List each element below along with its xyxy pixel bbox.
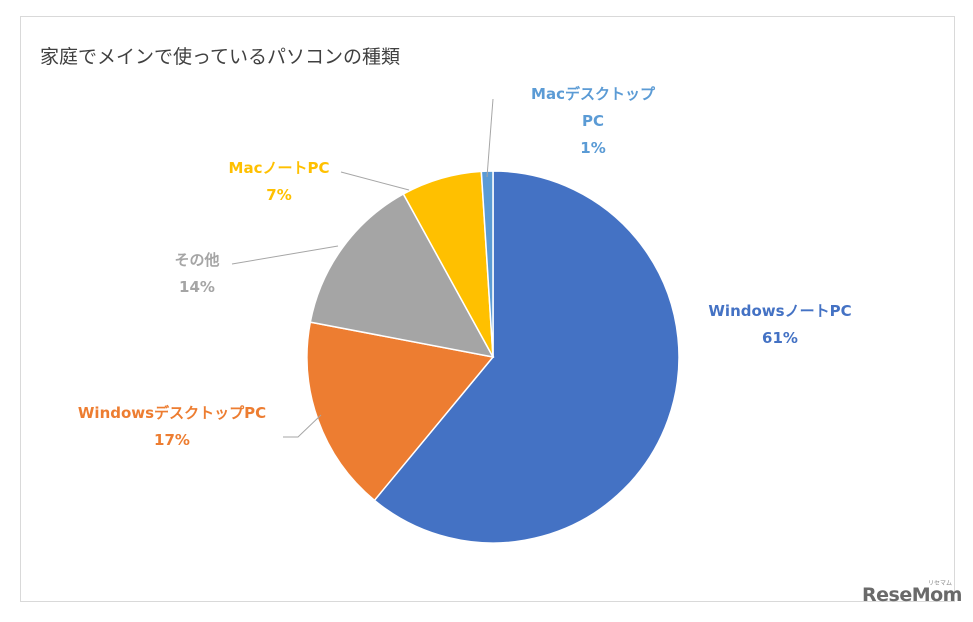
data-label-value: 61% [762,329,798,347]
leader-line [486,98,494,178]
logo-text: ReseMom [862,584,962,606]
logo-subtext: リセマム [928,580,953,587]
data-label-value: 1% [580,139,605,157]
data-label-name: Macデスクトップ [531,85,656,103]
pie-slice [306,321,495,502]
data-label-value: 17% [154,431,190,449]
leader-line [340,171,410,191]
leader-line [231,245,339,265]
leader-line [283,414,322,438]
chart-title: 家庭でメインで使っているパソコンの種類 [40,46,401,68]
data-label-value: 7% [266,186,291,204]
data-label-name: WindowsノートPC [708,302,851,320]
pie-slice [373,170,680,544]
data-label-name: MacノートPC [229,159,330,177]
pie-slice [309,192,495,359]
resemom-logo: ReseMom リセマム [862,580,962,606]
data-label-name: その他 [174,251,219,269]
data-label-name: WindowsデスクトップPC [78,404,266,422]
data-label-value: 14% [179,278,215,296]
data-label-name: PC [582,112,604,130]
